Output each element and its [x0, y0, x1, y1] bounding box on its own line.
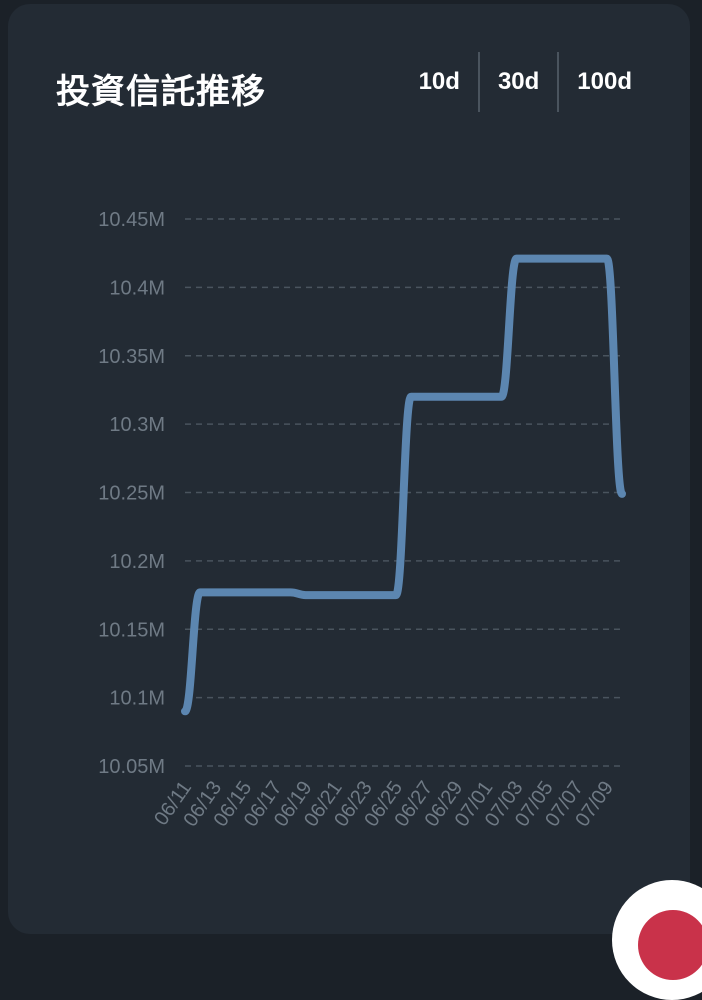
y-tick-label: 10.1M: [109, 688, 165, 710]
range-divider: [557, 52, 560, 112]
y-tick-label: 10.35M: [98, 346, 165, 368]
chart-card: 投資信託推移 10d 30d 100d: [8, 4, 690, 934]
y-tick-label: 10.45M: [98, 209, 165, 231]
line-chart: 10.45M 10.4M 10.35M 10.3M 10.25M 10.2M 10.15M 1…: [98, 209, 626, 831]
y-tick-label: 10.15M: [98, 619, 165, 641]
range-30d-button[interactable]: 30d: [497, 68, 540, 95]
fab-icon: [638, 910, 702, 980]
range-selector: 10d 30d 100d: [401, 52, 650, 112]
range-divider: [477, 52, 480, 112]
y-tick-label: 10.05M: [98, 756, 165, 778]
page-title: 投資信託推移: [56, 72, 266, 112]
range-100d-button[interactable]: 100d: [577, 68, 632, 95]
y-tick-label: 10.4M: [109, 277, 165, 299]
series-line: [181, 254, 626, 716]
y-tick-label: 10.2M: [109, 551, 165, 573]
y-tick-label: 10.25M: [98, 483, 165, 505]
range-10d-button[interactable]: 10d: [418, 68, 460, 95]
y-tick-label: 10.3M: [109, 414, 165, 436]
